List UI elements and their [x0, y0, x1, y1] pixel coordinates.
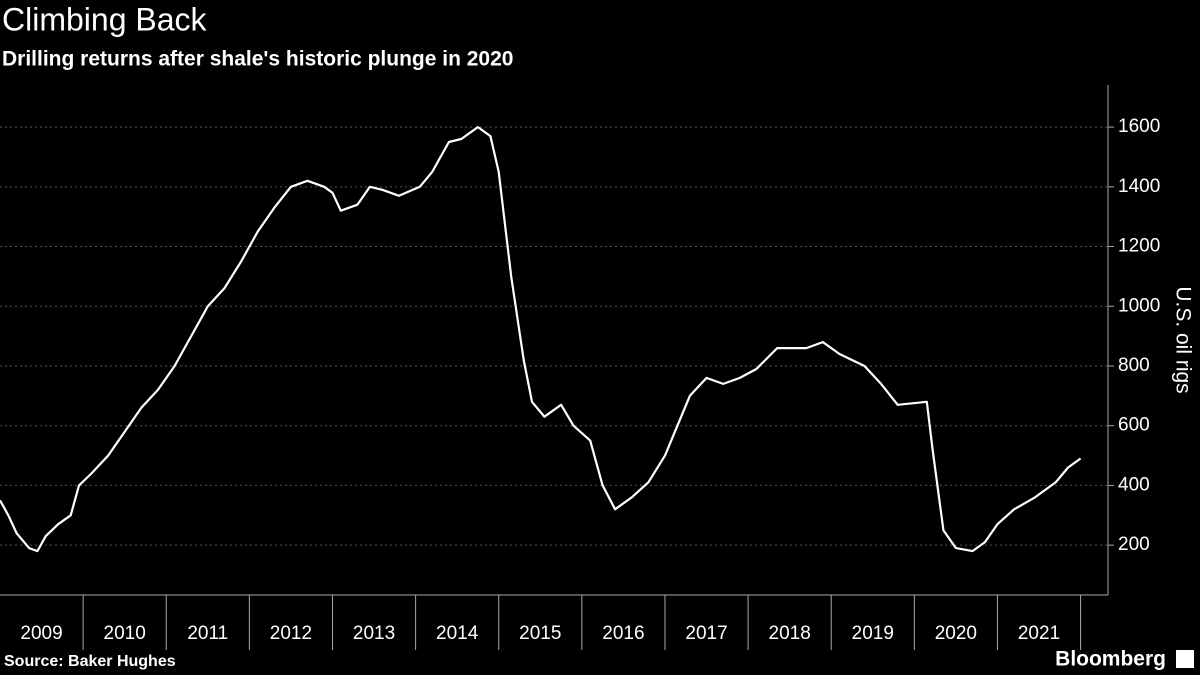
x-tick-label: 2012	[270, 623, 312, 644]
y-tick-label: 1000	[1118, 295, 1160, 316]
x-tick-label: 2017	[685, 623, 727, 644]
x-tick-label: 2011	[187, 623, 228, 644]
chart-title: Climbing Back	[2, 1, 208, 37]
x-tick-label: 2009	[20, 623, 62, 644]
y-tick-label: 200	[1118, 534, 1150, 555]
brand-icon	[1176, 650, 1194, 668]
x-tick-label: 2018	[769, 623, 811, 644]
chart-subtitle: Drilling returns after shale's historic …	[2, 48, 513, 71]
x-tick-label: 2013	[353, 623, 395, 644]
y-axis-label: U.S. oil rigs	[1171, 286, 1194, 393]
brand: Bloomberg	[1055, 648, 1166, 671]
x-tick-label: 2020	[935, 623, 977, 644]
x-tick-label: 2021	[1018, 623, 1060, 644]
x-tick-label: 2014	[436, 623, 479, 644]
y-tick-label: 1400	[1118, 176, 1160, 197]
x-tick-label: 2010	[104, 623, 146, 644]
y-tick-label: 1200	[1118, 236, 1160, 257]
y-tick-label: 800	[1118, 355, 1150, 376]
x-tick-label: 2015	[519, 623, 561, 644]
x-tick-label: 2016	[602, 623, 644, 644]
source: Source: Baker Hughes	[4, 653, 176, 670]
y-tick-label: 600	[1118, 415, 1150, 436]
y-tick-label: 1600	[1118, 116, 1160, 137]
line	[0, 126, 1082, 553]
y-tick-label: 400	[1118, 474, 1150, 495]
x-tick-label: 2019	[852, 623, 894, 644]
